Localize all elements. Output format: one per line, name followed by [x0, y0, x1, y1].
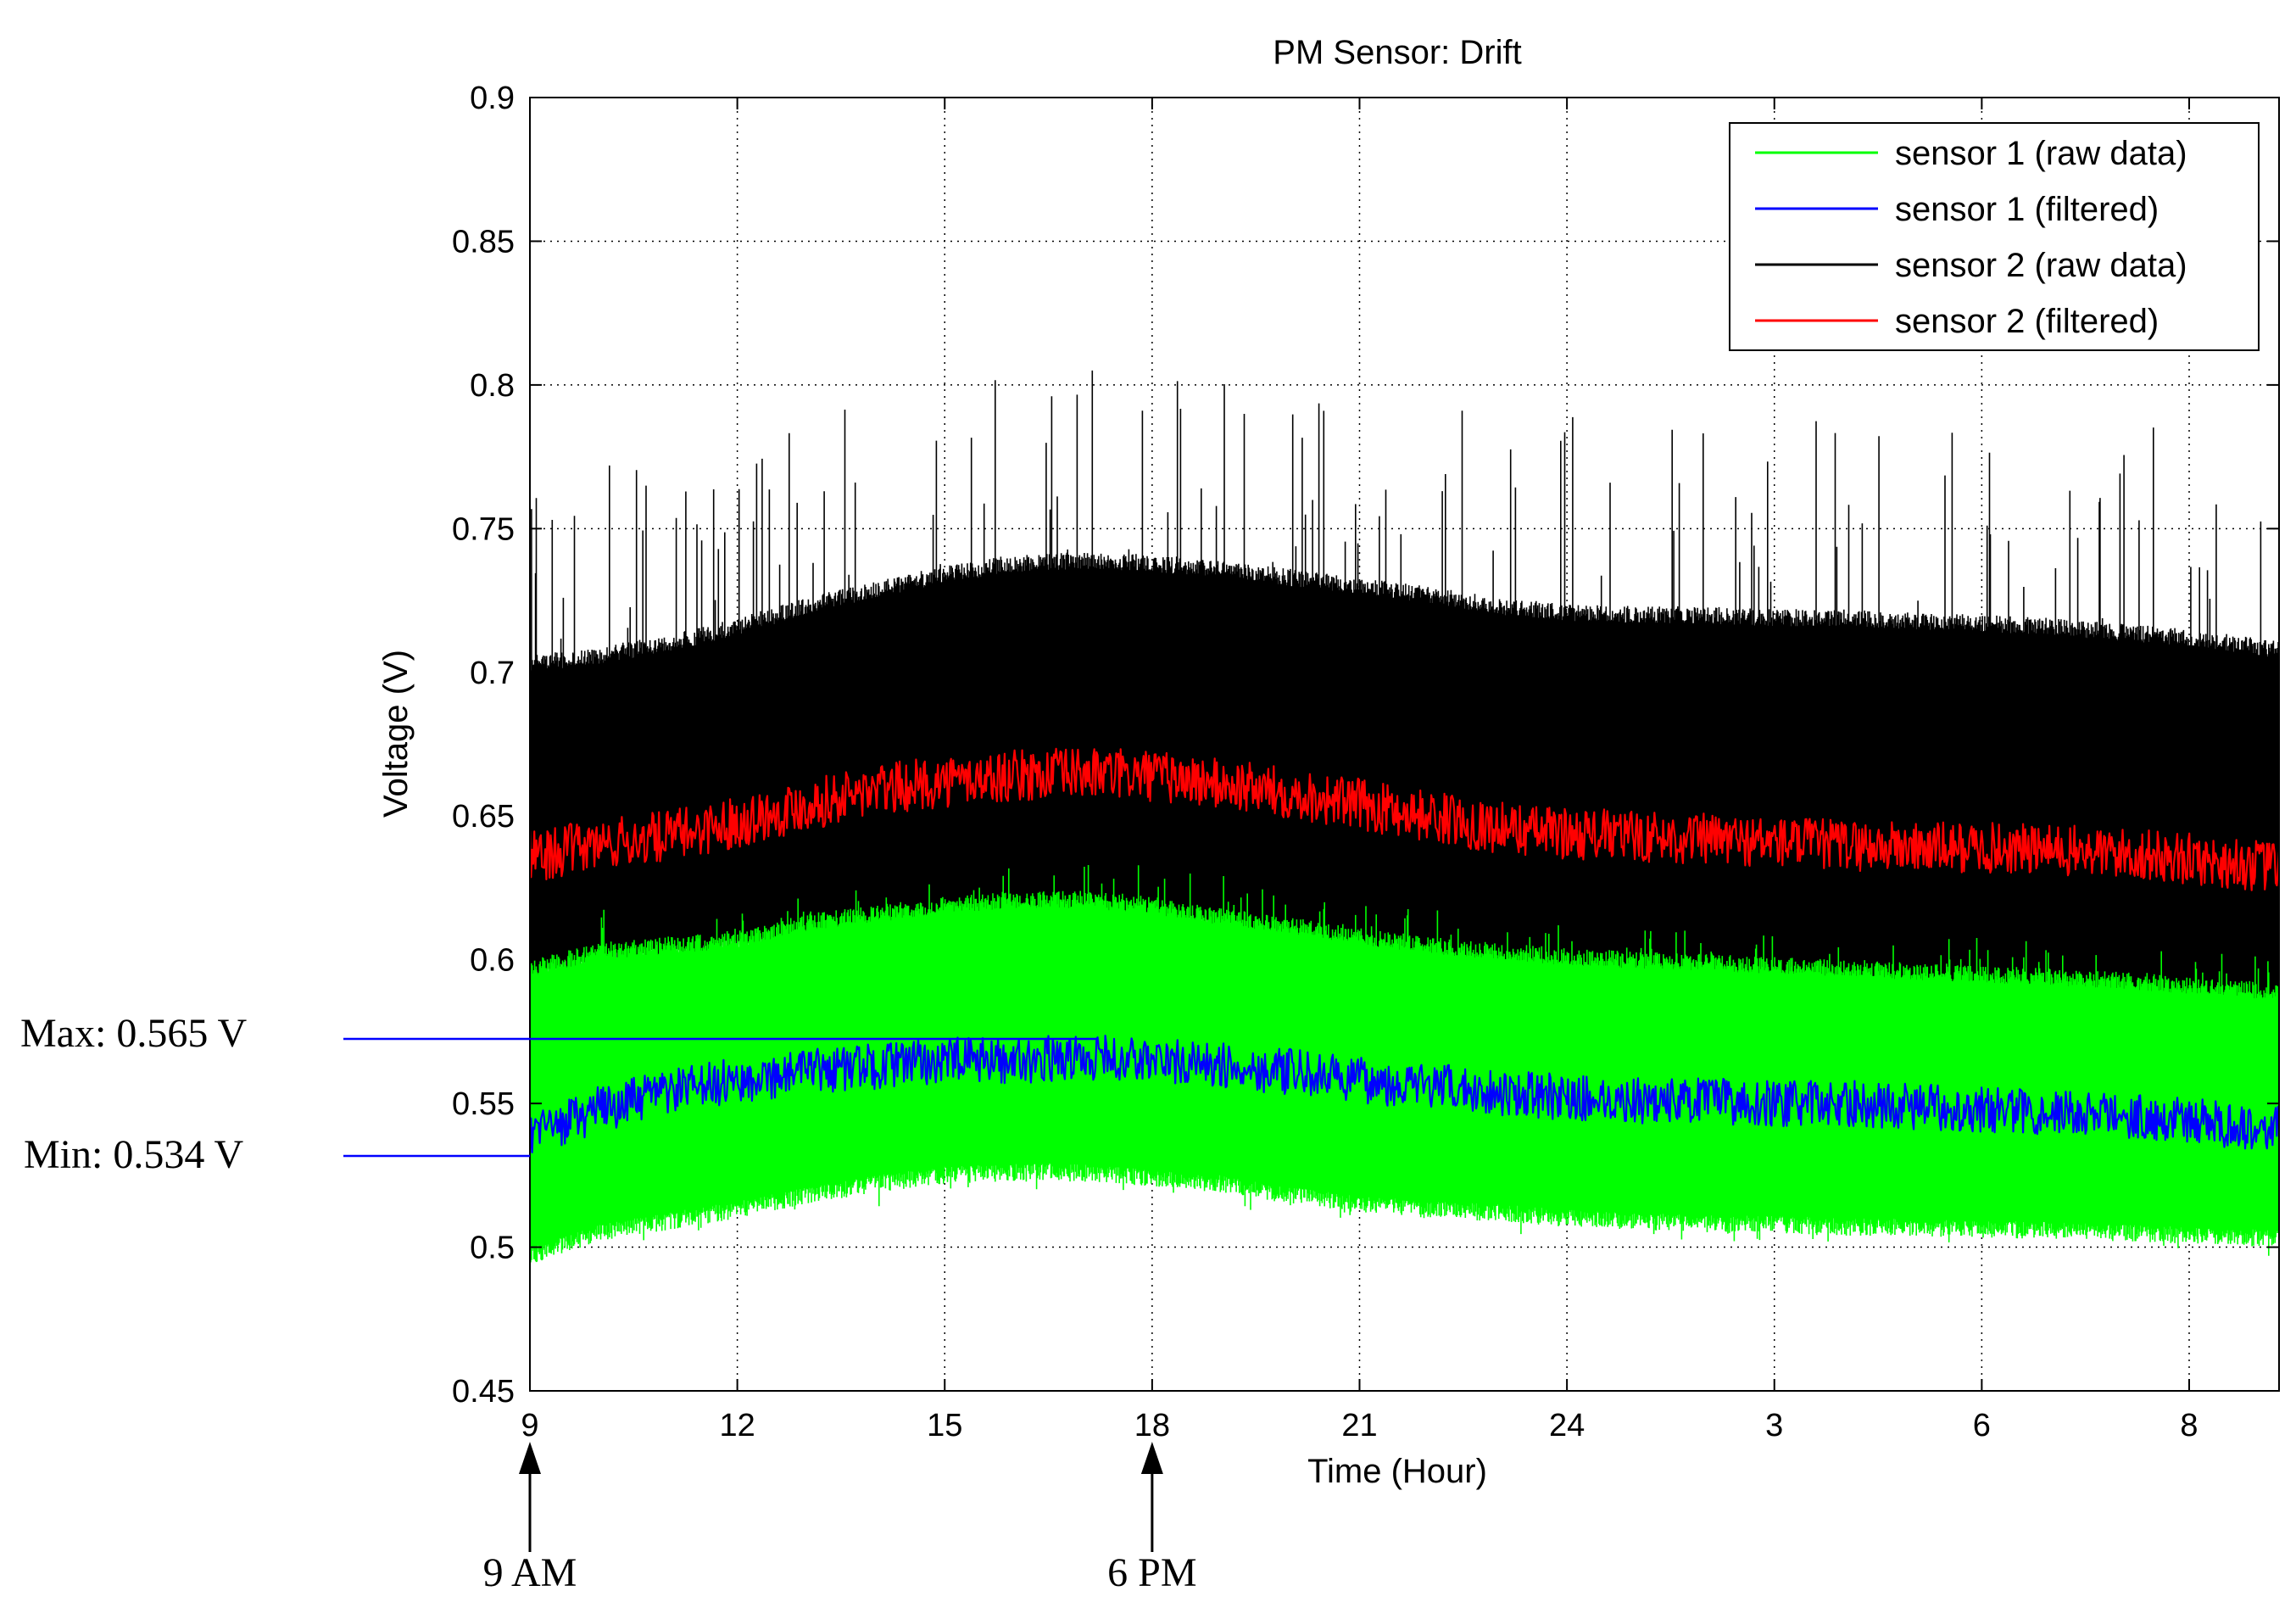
tick-layer: 9 12 15 18 21 24 3 6 8 0.45 0.5 0.55 0.6 0.65 0.7 0.75 0… [452, 81, 2279, 1443]
legend-entry-label: sensor 2 (filtered) [1895, 303, 2159, 340]
legend-entry-label: sensor 1 (raw data) [1895, 135, 2187, 172]
legend-box [1729, 122, 2260, 351]
chart-title: PM Sensor: Drift [1273, 34, 1521, 71]
legend-entry-label: sensor 1 (filtered) [1895, 191, 2159, 228]
x-tick-label: 21 [1341, 1408, 1377, 1443]
x-tick-label: 15 [927, 1408, 962, 1443]
y-tick-label: 0.5 [470, 1231, 515, 1266]
x-tick-label: 18 [1134, 1408, 1170, 1443]
max-annotation-label: Max: 0.565 V [20, 1011, 247, 1056]
x-tick-label: 9 [521, 1408, 538, 1443]
six-pm-label: 6 PM [1107, 1550, 1196, 1595]
series-sensor-2-raw [530, 370, 2279, 1100]
legend-entry-label: sensor 2 (raw data) [1895, 247, 2187, 284]
series-sensor-2-filtered [530, 747, 2279, 891]
y-tick-label: 0.9 [470, 81, 515, 116]
y-tick-label: 0.75 [452, 511, 515, 547]
six-pm-arrow-head [1140, 1442, 1163, 1474]
y-tick-label: 0.85 [452, 224, 515, 260]
y-tick-label: 0.8 [470, 368, 515, 404]
y-tick-label: 0.55 [452, 1086, 515, 1122]
annotation-layer: Max: 0.565 V Min: 0.534 V 9 AM 6 PM [20, 1011, 1197, 1595]
y-axis-label: Voltage (V) [377, 650, 415, 818]
y-tick-label: 0.6 [470, 943, 515, 979]
x-tick-label: 6 [1973, 1408, 1991, 1443]
x-tick-label: 3 [1765, 1408, 1783, 1443]
min-annotation-label: Min: 0.534 V [24, 1132, 243, 1177]
nine-am-label: 9 AM [483, 1550, 577, 1595]
y-tick-label: 0.65 [452, 799, 515, 835]
x-tick-label: 24 [1549, 1408, 1585, 1443]
y-tick-label: 0.45 [452, 1374, 515, 1410]
plot-frame [529, 97, 2280, 1392]
legend: sensor 1 (raw data) sensor 1 (filtered) se… [1729, 122, 2260, 351]
series-layer [530, 370, 2279, 1263]
x-tick-label: 12 [719, 1408, 755, 1443]
series-sensor-1-filtered [530, 1035, 2279, 1153]
x-axis-label: Time (Hour) [1307, 1453, 1487, 1490]
x-tick-label: 8 [2180, 1408, 2198, 1443]
y-tick-label: 0.7 [470, 656, 515, 691]
nine-am-arrow-head [519, 1442, 541, 1474]
